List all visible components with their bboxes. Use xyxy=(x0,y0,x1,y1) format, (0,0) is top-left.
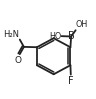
Text: OH: OH xyxy=(76,20,88,29)
Text: B: B xyxy=(68,31,74,41)
Text: HO: HO xyxy=(49,32,61,41)
Text: F: F xyxy=(68,76,74,86)
Text: O: O xyxy=(14,56,21,65)
Text: H₂N: H₂N xyxy=(3,30,19,39)
